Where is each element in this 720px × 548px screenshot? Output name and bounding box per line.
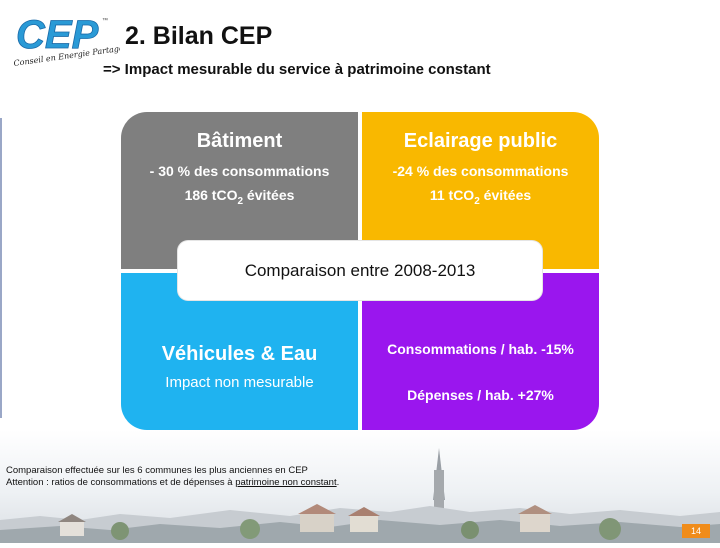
- footnote: Comparaison effectuée sur les 6 communes…: [6, 465, 339, 489]
- batiment-co2-sub: 2: [237, 195, 244, 207]
- eclairage-co2: 11 tCO2 évitées: [362, 187, 599, 207]
- footnote-line-2-prefix: Attention : ratios de consommations et d…: [6, 477, 236, 488]
- page-title: 2. Bilan CEP: [125, 22, 273, 50]
- footnote-line-2: Attention : ratios de consommations et d…: [6, 477, 339, 489]
- ratio-consommations: Consommations / hab. -15%: [387, 341, 574, 357]
- page-number-badge: 14: [682, 524, 710, 538]
- vehicules-heading: Véhicules & Eau: [161, 343, 318, 365]
- page-subtitle: => Impact mesurable du service à patrimo…: [103, 61, 491, 78]
- footnote-line-1: Comparaison effectuée sur les 6 communes…: [6, 465, 308, 476]
- batiment-co2-prefix: 186 tCO: [184, 187, 238, 203]
- footnote-line-2-suffix: .: [336, 477, 340, 488]
- comparison-label: Comparaison entre 2008-2013: [178, 241, 542, 300]
- batiment-co2-suffix: évitées: [243, 187, 295, 203]
- ratio-depenses: Dépenses / hab. +27%: [407, 387, 554, 403]
- eclairage-co2-prefix: 11 tCO: [429, 187, 475, 203]
- batiment-co2: 186 tCO2 évitées: [121, 187, 358, 207]
- logo-brand: CEP: [16, 13, 99, 57]
- eclairage-co2-suffix: évitées: [479, 187, 532, 203]
- footnote-underlined: patrimoine non constant: [235, 477, 337, 488]
- batiment-heading: Bâtiment: [196, 130, 283, 152]
- eclairage-heading: Eclairage public: [403, 130, 558, 152]
- eclairage-consumption: -24 % des consommations: [392, 163, 569, 179]
- vehicules-impact: Impact non mesurable: [165, 374, 314, 391]
- logo-tm: ™: [102, 17, 108, 24]
- town-landscape-image: [0, 430, 720, 543]
- cep-logo: CEP ™ Conseil en Energie Partagé: [10, 8, 120, 78]
- eclairage-co2-sub: 2: [474, 195, 480, 207]
- batiment-consumption: - 30 % des consommations: [149, 163, 330, 179]
- left-accent-line: [0, 118, 2, 418]
